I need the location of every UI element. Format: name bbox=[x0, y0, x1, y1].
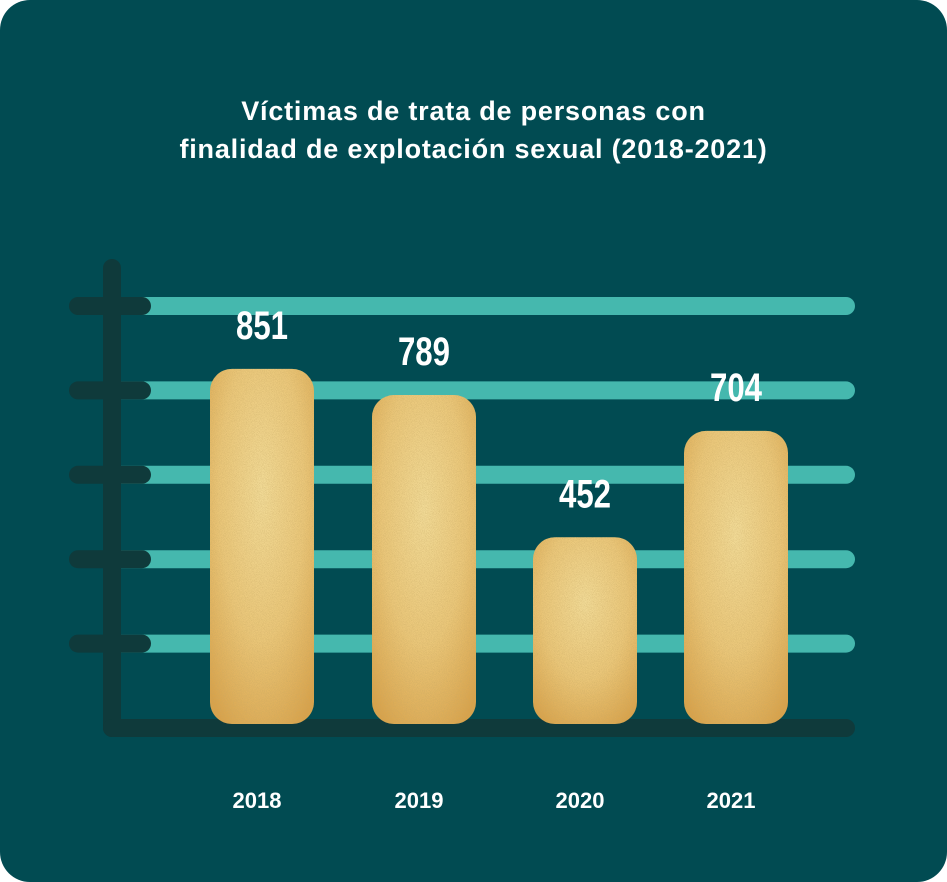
bar-2021 bbox=[684, 431, 788, 724]
category-label-2019: 2019 bbox=[395, 788, 444, 813]
bar-2018 bbox=[210, 369, 314, 724]
value-label-2018: 851 bbox=[236, 303, 288, 348]
value-labels: 851 789 452 704 bbox=[236, 303, 762, 516]
category-label-2018: 2018 bbox=[233, 788, 282, 813]
value-label-2020: 452 bbox=[559, 472, 611, 517]
bar-2019 bbox=[372, 395, 476, 724]
bar-2020 bbox=[533, 537, 637, 724]
category-labels: 2018 2019 2020 2021 bbox=[233, 788, 756, 813]
value-label-2021: 704 bbox=[710, 365, 762, 410]
value-label-2019: 789 bbox=[398, 329, 450, 374]
category-label-2021: 2021 bbox=[707, 788, 756, 813]
category-label-2020: 2020 bbox=[556, 788, 605, 813]
bars bbox=[210, 369, 788, 724]
